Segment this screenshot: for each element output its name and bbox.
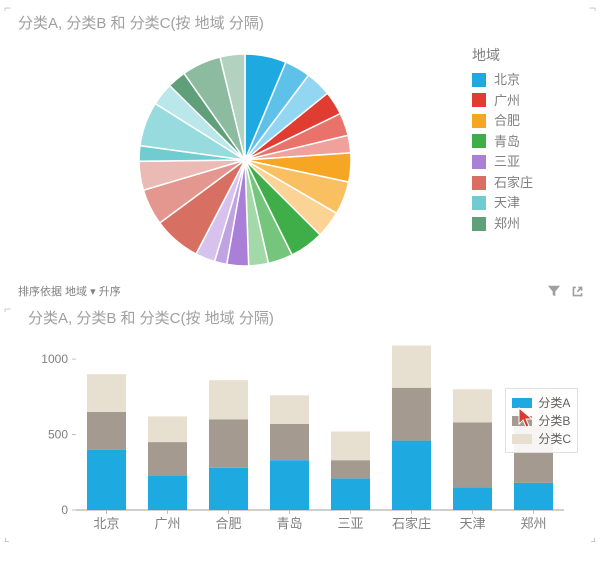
- legend-item[interactable]: 三亚: [472, 153, 582, 171]
- pie-chart-panel: ⌐ ¬ 分类A, 分类B 和 分类C(按 地域 分隔) 地域 北京广州合肥青岛三…: [0, 0, 600, 281]
- legend-label: 合肥: [494, 112, 520, 130]
- legend-swatch: [472, 114, 486, 128]
- bar-legend-label: 分类B: [538, 412, 570, 429]
- legend-label: 北京: [494, 71, 520, 89]
- bar-segment[interactable]: [331, 432, 370, 461]
- bar-segment[interactable]: [453, 422, 492, 487]
- legend-swatch: [472, 134, 486, 148]
- legend-swatch: [472, 176, 486, 190]
- legend-label: 青岛: [494, 133, 520, 151]
- legend-swatch: [472, 155, 486, 169]
- filter-icon[interactable]: [547, 284, 561, 298]
- y-tick-label: 1000: [41, 352, 68, 366]
- bar-legend: 分类A分类B分类C: [505, 388, 578, 453]
- bar-segment[interactable]: [87, 374, 126, 412]
- bar-legend-item[interactable]: 分类A: [512, 394, 571, 411]
- x-tick-label: 三亚: [337, 516, 363, 531]
- y-tick-label: 0: [61, 503, 68, 517]
- bar-segment[interactable]: [209, 468, 248, 510]
- bar-legend-item[interactable]: 分类C: [512, 430, 571, 447]
- bar-segment[interactable]: [148, 475, 187, 510]
- pie-chart-title: 分类A, 分类B 和 分类C(按 地域 分隔): [18, 12, 582, 33]
- bar-segment[interactable]: [148, 442, 187, 475]
- pie-legend-title: 地域: [472, 45, 582, 65]
- bar-segment[interactable]: [392, 388, 431, 441]
- legend-label: 三亚: [494, 153, 520, 171]
- legend-item[interactable]: 北京: [472, 71, 582, 89]
- x-tick-label: 广州: [154, 516, 180, 531]
- corner-mark: ⌐: [4, 303, 11, 315]
- bar-segment[interactable]: [270, 460, 309, 510]
- x-tick-label: 青岛: [276, 516, 302, 531]
- pie-chart-area: 地域 北京广州合肥青岛三亚石家庄天津郑州: [18, 39, 582, 275]
- x-tick-label: 石家庄: [392, 516, 431, 531]
- legend-label: 石家庄: [494, 174, 533, 192]
- x-tick-label: 郑州: [520, 516, 546, 531]
- bar-segment[interactable]: [331, 478, 370, 510]
- legend-label: 郑州: [494, 215, 520, 233]
- legend-swatch: [512, 398, 532, 408]
- x-tick-label: 北京: [93, 516, 119, 531]
- pie-svg: [130, 45, 360, 275]
- corner-mark: ⌟: [590, 531, 596, 543]
- legend-item[interactable]: 郑州: [472, 215, 582, 233]
- bar-segment[interactable]: [270, 424, 309, 460]
- legend-swatch: [472, 196, 486, 210]
- legend-label: 广州: [494, 92, 520, 110]
- legend-item[interactable]: 青岛: [472, 133, 582, 151]
- bar-legend-item[interactable]: 分类B: [512, 412, 571, 429]
- bar-chart-panel: ⌐ ⌞ ⌟ 分类A, 分类B 和 分类C(按 地域 分隔) 0 500 1000 北京…: [0, 301, 600, 545]
- bar-segment[interactable]: [270, 395, 309, 424]
- legend-swatch: [512, 434, 532, 444]
- bar-segment[interactable]: [392, 346, 431, 388]
- legend-swatch: [472, 217, 486, 231]
- x-tick-label: 天津: [459, 516, 485, 531]
- y-tick-label: 500: [48, 428, 68, 442]
- corner-mark: ⌞: [4, 531, 10, 543]
- legend-item[interactable]: 广州: [472, 92, 582, 110]
- corner-mark: ⌐: [4, 2, 11, 14]
- corner-mark: ¬: [589, 2, 596, 14]
- legend-swatch: [512, 416, 532, 426]
- pie-holder: [18, 39, 472, 275]
- legend-swatch: [472, 93, 486, 107]
- bar-svg: 0 500 1000 北京 广州 合肥 青岛 三亚 石家庄 天津 郑州: [28, 334, 572, 534]
- bar-segment[interactable]: [209, 419, 248, 467]
- legend-item[interactable]: 合肥: [472, 112, 582, 130]
- bar-segment[interactable]: [514, 483, 553, 510]
- bar-segment[interactable]: [87, 412, 126, 450]
- bar-segment[interactable]: [392, 441, 431, 510]
- legend-item[interactable]: 天津: [472, 194, 582, 212]
- bar-legend-label: 分类A: [538, 394, 570, 411]
- bar-segment[interactable]: [331, 460, 370, 478]
- bar-segment[interactable]: [148, 416, 187, 442]
- sort-label[interactable]: 排序依据 地域 ▾ 升序: [18, 283, 121, 299]
- legend-swatch: [472, 73, 486, 87]
- popout-icon[interactable]: [571, 285, 584, 298]
- legend-item[interactable]: 石家庄: [472, 174, 582, 192]
- bar-legend-label: 分类C: [538, 430, 571, 447]
- x-tick-label: 合肥: [215, 516, 241, 531]
- bar-segment[interactable]: [209, 380, 248, 419]
- pie-legend: 地域 北京广州合肥青岛三亚石家庄天津郑州: [472, 39, 582, 235]
- bar-segment[interactable]: [453, 389, 492, 422]
- bar-chart-title: 分类A, 分类B 和 分类C(按 地域 分隔): [28, 307, 582, 328]
- legend-label: 天津: [494, 194, 520, 212]
- bar-segment[interactable]: [87, 450, 126, 510]
- sort-row: 排序依据 地域 ▾ 升序: [0, 281, 600, 301]
- bar-segment[interactable]: [453, 487, 492, 510]
